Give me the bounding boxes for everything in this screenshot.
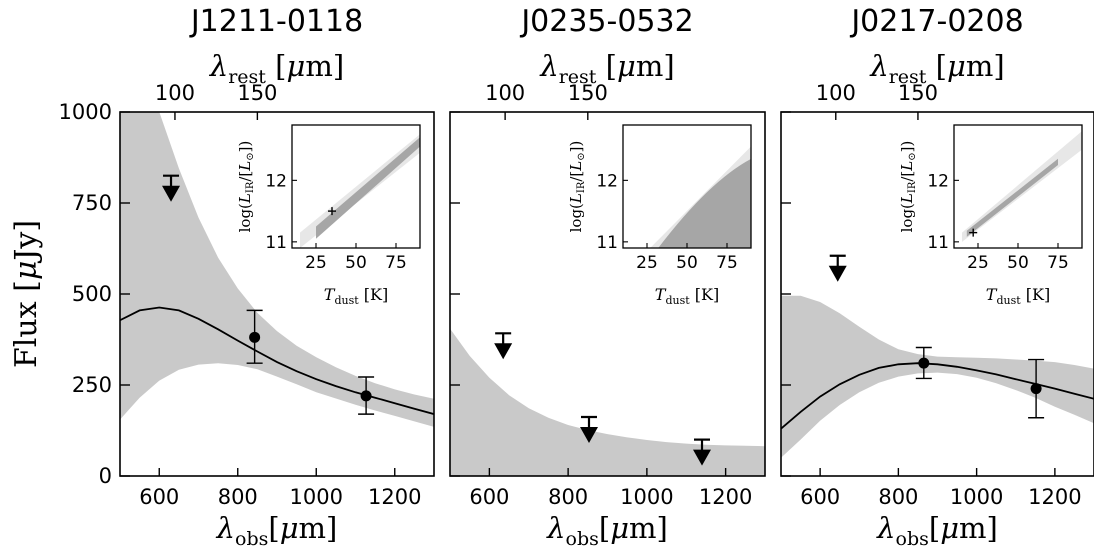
x-tick-label: 1200 <box>699 485 752 509</box>
data-point <box>360 390 372 402</box>
x-tick-label: 600 <box>469 485 509 509</box>
inset-x-tick-label: 75 <box>1047 253 1069 273</box>
inset-plot-area <box>962 131 1082 242</box>
inset-x-tick-label: 75 <box>716 253 738 273</box>
inset-x-tick-label: 50 <box>345 253 367 273</box>
top-axis-label: λrest [μm] <box>539 49 674 88</box>
inset-x-label: Tdust [K] <box>324 285 388 307</box>
data-point <box>249 331 261 343</box>
upper-limit-arrow <box>162 185 181 202</box>
upper-limit-marker <box>579 415 598 444</box>
uncertainty-band <box>781 295 1094 458</box>
data-point <box>1030 383 1042 395</box>
y-tick-label: 0 <box>99 464 112 488</box>
inset-y-tick-label: 12 <box>596 171 618 191</box>
upper-limit-arrow <box>828 265 847 282</box>
inset-y-tick-label: 11 <box>596 233 618 253</box>
x-axis-label: λobs[μm] <box>876 511 998 550</box>
uncertainty-band <box>120 112 434 427</box>
inset-y-label: log(LIR/[L⊙]) <box>567 141 587 233</box>
x-tick-label: 600 <box>800 485 840 509</box>
x-tick-label: 800 <box>548 485 588 509</box>
top-axis-label: λrest [μm] <box>869 49 1004 88</box>
text-layer: 600 800 1000 1200 0 250 500 750 1000 100 150 J1211-… <box>9 4 1082 550</box>
top-axis-label: λrest [μm] <box>209 49 344 88</box>
inset-y-tick-label: 11 <box>927 233 949 253</box>
inset-plot-area <box>650 146 751 248</box>
data-point <box>918 357 930 369</box>
y-tick-label: 750 <box>72 191 112 215</box>
y-tick-label: 500 <box>72 282 112 306</box>
x-tick-label: 800 <box>878 485 918 509</box>
top-tick-label: 100 <box>155 81 195 105</box>
y-axis-label: Flux [μJy] <box>9 220 44 368</box>
upper-limit-arrow <box>579 427 598 444</box>
panel-title: J1211-0118 <box>189 4 363 39</box>
upper-limit-marker <box>693 438 711 466</box>
upper-limit-marker <box>828 254 847 282</box>
inset-plot-area <box>300 134 420 248</box>
inset-y-tick-label: 12 <box>927 171 949 191</box>
y-tick-label: 1000 <box>59 100 112 124</box>
inset-y-tick-label: 11 <box>265 233 287 253</box>
x-tick-label: 600 <box>139 485 179 509</box>
top-tick-label: 150 <box>898 81 938 105</box>
inset-x-tick-label: 75 <box>385 253 407 273</box>
uncertainty-band <box>450 328 765 476</box>
detection-point <box>1028 358 1045 419</box>
inset-x-tick-label: 25 <box>967 253 989 273</box>
x-axis-label: λobs[μm] <box>216 511 338 550</box>
axes-layer <box>119 111 1094 477</box>
inset-inner-band <box>966 158 1058 237</box>
top-tick-label: 100 <box>485 81 525 105</box>
upper-limit-arrow <box>494 343 513 360</box>
x-tick-label: 1200 <box>1028 485 1081 509</box>
panel-title: J0217-0208 <box>849 4 1023 39</box>
detection-point <box>358 376 375 415</box>
panel-title: J0235-0532 <box>519 4 693 39</box>
y-tick-label: 250 <box>72 373 112 397</box>
inset-y-label: log(LIR/[L⊙]) <box>898 141 918 233</box>
bands-layer <box>120 112 1094 476</box>
top-tick-label: 150 <box>237 81 277 105</box>
x-tick-label: 1000 <box>950 485 1003 509</box>
detection-point <box>246 309 263 364</box>
panel-1-plot-area <box>120 112 434 427</box>
inset-x-tick-label: 50 <box>1007 253 1029 273</box>
inset-inner-band <box>316 137 420 239</box>
inset-inner-region <box>658 158 751 248</box>
upper-limit-arrow <box>693 449 711 466</box>
inset-y-tick-label: 12 <box>265 171 287 191</box>
model-curve <box>781 362 1094 430</box>
inset-x-label: Tdust [K] <box>986 285 1050 307</box>
inset-y-label: log(LIR/[L⊙]) <box>236 141 256 233</box>
x-axis-label: λobs[μm] <box>546 511 668 550</box>
inset-x-tick-label: 25 <box>636 253 658 273</box>
x-tick-label: 1000 <box>620 485 673 509</box>
panel-3-plot-area <box>781 295 1094 458</box>
inset-x-tick-label: 25 <box>305 253 327 273</box>
inset-x-label: Tdust [K] <box>655 285 719 307</box>
panel-2-plot-area <box>450 328 765 476</box>
top-tick-label: 100 <box>816 81 856 105</box>
upper-limit-marker <box>494 332 513 360</box>
x-tick-label: 1200 <box>368 485 421 509</box>
x-tick-label: 800 <box>218 485 258 509</box>
x-tick-label: 1000 <box>290 485 343 509</box>
marks-layer <box>162 124 1083 466</box>
inset-x-tick-label: 50 <box>676 253 698 273</box>
upper-limit-marker <box>162 174 181 202</box>
top-tick-label: 150 <box>568 81 608 105</box>
detection-point <box>915 346 932 380</box>
model-curve <box>120 306 434 415</box>
